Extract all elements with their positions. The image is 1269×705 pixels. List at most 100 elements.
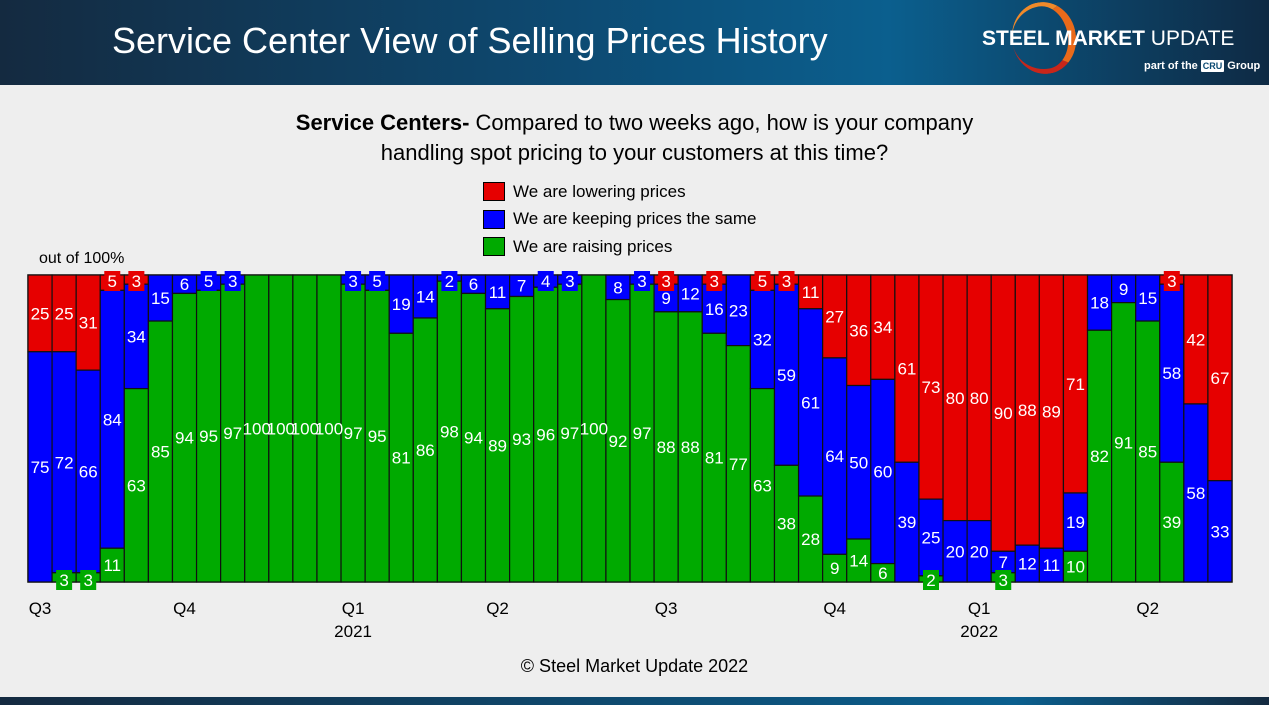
- data-label: 4: [541, 272, 550, 291]
- data-label: 3: [565, 272, 574, 291]
- bar-segment-same: [773, 283, 800, 466]
- bar-segment-raising: [484, 308, 511, 583]
- data-label-box: [706, 271, 723, 291]
- data-label: 42: [1186, 330, 1205, 349]
- data-label: 6: [180, 275, 189, 294]
- data-label: 27: [825, 307, 844, 326]
- data-label: 75: [31, 458, 50, 477]
- bar-segment-same: [822, 357, 848, 555]
- data-label: 88: [681, 438, 700, 457]
- data-label: 3: [999, 571, 1008, 590]
- data-label-box: [995, 570, 1012, 590]
- x-tick-label: Q2: [486, 599, 509, 618]
- data-label: 18: [1090, 294, 1109, 313]
- data-label: 5: [204, 272, 213, 291]
- bar-segment-same: [1014, 544, 1040, 583]
- data-label: 19: [392, 295, 411, 314]
- legend-item-lowering: We are lowering prices: [483, 178, 756, 206]
- data-label: 90: [994, 404, 1013, 423]
- data-label: 59: [777, 366, 796, 385]
- data-label: 11: [103, 556, 121, 575]
- data-label: 80: [970, 389, 989, 408]
- data-label: 63: [753, 476, 772, 495]
- bar-segment-raising: [460, 292, 487, 583]
- data-label: 16: [705, 300, 724, 319]
- data-label: 34: [873, 318, 892, 337]
- x-tick-label: Q2: [1136, 599, 1159, 618]
- data-label: 9: [830, 559, 839, 578]
- data-label: 20: [946, 542, 965, 561]
- x-year-label: 2021: [334, 622, 372, 641]
- bar-segment-raising: [340, 283, 366, 583]
- legend-item-same: We are keeping prices the same: [483, 206, 756, 234]
- data-label: 95: [199, 427, 218, 446]
- bar-segment-same: [966, 519, 992, 583]
- bar-segment-raising: [364, 289, 390, 583]
- x-tick-label: Q3: [655, 599, 678, 618]
- data-label: 100: [291, 420, 319, 439]
- bar-segment-same: [27, 351, 53, 583]
- bar-segment-raising: [147, 320, 174, 583]
- bar-segment-raising: [725, 345, 752, 583]
- steel-market-update-logo: STEEL MARKET UPDATE part of the CRU Group: [980, 0, 1269, 85]
- data-label: 15: [1138, 289, 1157, 308]
- data-label: 7: [517, 277, 526, 296]
- footer-banner: [0, 697, 1269, 705]
- bar-segment-raising: [773, 464, 800, 583]
- data-label: 58: [1162, 364, 1181, 383]
- data-label: 67: [1210, 369, 1229, 388]
- data-label-box: [104, 271, 121, 291]
- data-label: 6: [878, 564, 887, 583]
- data-label: 80: [946, 389, 965, 408]
- data-label: 14: [416, 287, 435, 306]
- bar-segment-lowering: [1207, 274, 1233, 482]
- data-label: 2: [926, 571, 935, 590]
- data-label: 11: [489, 283, 507, 302]
- data-label: 86: [416, 441, 435, 460]
- data-label: 97: [344, 424, 363, 443]
- data-label: 39: [897, 513, 916, 532]
- data-label: 5: [108, 272, 117, 291]
- bar-segment-same: [1038, 547, 1065, 583]
- data-label: 93: [512, 430, 531, 449]
- bar-segment-lowering: [797, 274, 824, 310]
- data-label-box: [369, 271, 386, 291]
- data-label: 11: [802, 283, 820, 302]
- legend: We are lowering prices We are keeping pr…: [483, 178, 756, 261]
- logo-subtitle: part of the CRU Group: [1144, 60, 1261, 72]
- data-label: 92: [608, 432, 627, 451]
- data-label: 88: [1018, 401, 1037, 420]
- chart-title: Service Centers- Compared to two weeks a…: [295, 110, 974, 165]
- data-label-box: [56, 570, 73, 590]
- data-label: 63: [127, 476, 146, 495]
- x-tick-label: Q4: [823, 599, 846, 618]
- data-label: 66: [79, 462, 98, 481]
- data-label: 60: [873, 462, 892, 481]
- bar-segment-raising: [677, 311, 703, 583]
- data-label: 38: [777, 515, 796, 534]
- bar-segment-raising: [509, 295, 535, 583]
- data-label: 94: [175, 429, 194, 448]
- bar-segment-same: [749, 289, 776, 390]
- data-label: 97: [560, 424, 579, 443]
- data-label: 15: [151, 289, 170, 308]
- bar-segment-same: [653, 283, 679, 313]
- data-label-box: [537, 271, 554, 291]
- data-label: 11: [1043, 556, 1061, 575]
- data-label: 96: [536, 426, 555, 445]
- bar-segment-same: [677, 274, 703, 313]
- bar-segment-lowering: [1014, 274, 1040, 546]
- bar-segment-raising: [605, 298, 631, 583]
- data-label-box: [658, 271, 675, 291]
- bar-segment-raising: [1062, 550, 1089, 583]
- data-label: 89: [488, 436, 507, 455]
- data-label: 10: [1066, 558, 1085, 577]
- bar-segment-same: [870, 378, 896, 565]
- data-label-box: [80, 570, 97, 590]
- data-label: 84: [103, 410, 122, 429]
- bar-segment-raising: [171, 292, 198, 583]
- data-label: 25: [31, 304, 50, 323]
- page-title: Service Center View of Selling Prices Hi…: [112, 20, 828, 61]
- data-label: 32: [753, 330, 772, 349]
- data-label: 3: [710, 272, 719, 291]
